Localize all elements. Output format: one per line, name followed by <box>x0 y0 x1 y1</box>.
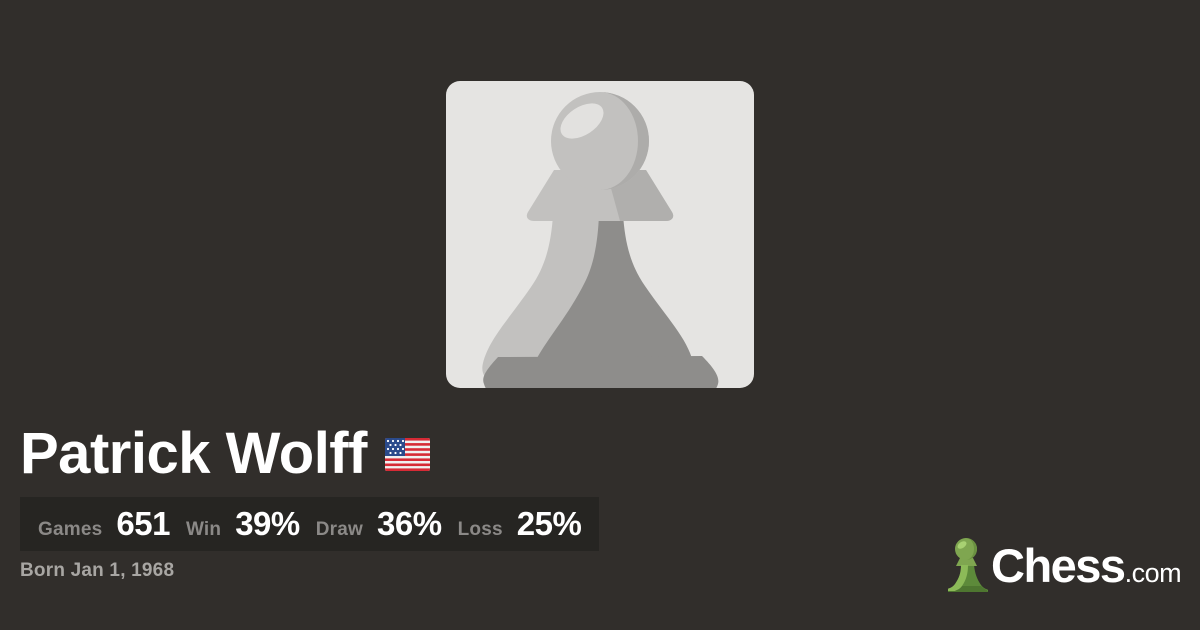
chesscom-wordmark: Chess .com <box>991 538 1182 592</box>
player-born-date: Born Jan 1, 1968 <box>20 560 175 581</box>
stat-value-draw: 36% <box>377 505 442 542</box>
stat-loss: Loss 25% <box>458 505 582 543</box>
stat-games: Games 651 <box>38 505 170 543</box>
brand-name: Chess <box>991 538 1126 592</box>
stat-draw: Draw 36% <box>316 505 442 543</box>
stat-label-draw: Draw <box>315 519 364 540</box>
chesscom-logo: Chess .com <box>947 538 1182 592</box>
player-name-row: Patrick Wolff <box>20 421 430 487</box>
stat-label-games: Games <box>38 519 103 540</box>
player-avatar-card <box>446 81 754 388</box>
chess-pawn-logo-icon <box>947 538 989 592</box>
stat-label-win: Win <box>185 519 222 540</box>
stat-value-win: 39% <box>235 505 300 542</box>
default-pawn-avatar-icon <box>482 92 719 388</box>
stat-label-loss: Loss <box>457 519 503 540</box>
stat-value-loss: 25% <box>516 505 582 542</box>
stat-win: Win 39% <box>186 505 300 543</box>
player-stats-bar: Games 651 Win 39% Draw 36% Loss 25% <box>20 497 600 551</box>
brand-tld: .com <box>1124 557 1182 588</box>
us-flag-icon <box>384 437 430 471</box>
page-title: Patrick Wolff <box>20 421 367 486</box>
stat-value-games: 651 <box>116 505 170 542</box>
